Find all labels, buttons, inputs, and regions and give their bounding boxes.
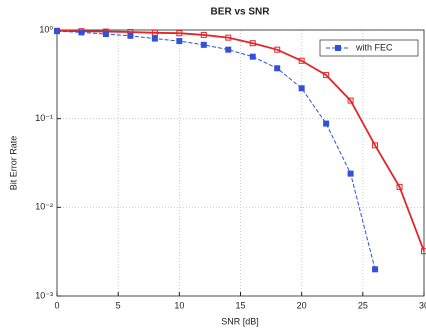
y-tick-label: 10⁰ xyxy=(39,24,53,34)
legend-marker xyxy=(335,45,341,51)
x-tick-label: 10 xyxy=(174,300,184,310)
data-point xyxy=(298,57,305,64)
data-point xyxy=(200,31,207,38)
data-point xyxy=(421,248,426,255)
data-point xyxy=(347,97,354,104)
data-point xyxy=(102,31,109,38)
data-point xyxy=(396,183,403,190)
x-tick-label: 15 xyxy=(235,300,245,310)
x-tick-label: 0 xyxy=(54,300,59,310)
y-tick-label: 10⁻³ xyxy=(35,290,53,300)
data-point xyxy=(151,29,158,36)
series-line xyxy=(56,29,425,252)
data-point xyxy=(249,40,256,47)
data-point xyxy=(323,72,330,79)
data-point xyxy=(176,38,183,45)
data-point xyxy=(54,28,60,35)
y-tick-label: 10⁻² xyxy=(35,202,53,212)
legend-box xyxy=(319,39,419,57)
data-point xyxy=(78,29,85,36)
chart-title: BER vs SNR xyxy=(211,7,271,18)
data-point xyxy=(127,32,134,39)
data-point xyxy=(372,266,379,273)
plot-frame xyxy=(56,29,425,297)
x-tick-label: 25 xyxy=(358,300,368,310)
data-point xyxy=(225,46,232,53)
data-point xyxy=(176,30,183,37)
data-point xyxy=(249,53,256,60)
data-point xyxy=(372,142,379,149)
data-point xyxy=(274,46,281,53)
data-point xyxy=(151,35,158,42)
x-tick-label: 20 xyxy=(297,300,307,310)
y-axis-label: Bit Error Rate xyxy=(8,136,18,191)
series-line xyxy=(56,30,376,270)
legend-label: with FEC xyxy=(355,42,393,52)
data-point xyxy=(225,34,232,41)
data-point xyxy=(347,170,354,177)
data-point xyxy=(323,120,330,127)
data-point xyxy=(200,41,207,48)
x-tick-label: 30 xyxy=(419,300,426,310)
data-point xyxy=(274,65,281,72)
y-tick-label: 10⁻¹ xyxy=(35,113,53,123)
x-axis-label: SNR [dB] xyxy=(221,316,259,326)
x-tick-label: 5 xyxy=(116,300,121,310)
data-point xyxy=(298,85,305,92)
